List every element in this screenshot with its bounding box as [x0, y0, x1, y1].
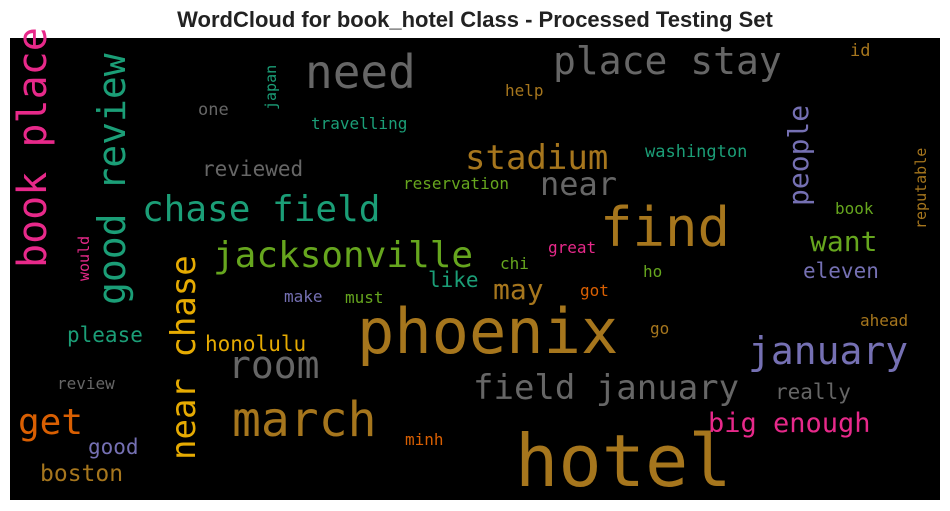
word: review: [57, 374, 115, 393]
word: travelling: [311, 114, 407, 133]
word: january: [748, 329, 908, 373]
word: place stay: [553, 39, 782, 83]
word: reviewed: [202, 157, 303, 181]
word: jacksonville: [213, 235, 473, 276]
word: need: [305, 45, 416, 99]
word: good: [88, 435, 139, 459]
word: great: [548, 238, 596, 257]
word: hotel: [515, 419, 732, 503]
word: book: [835, 199, 874, 218]
word: id: [850, 41, 870, 61]
word: phoenix: [357, 295, 618, 368]
word: really: [775, 380, 851, 404]
word: find: [600, 196, 730, 259]
word: want: [810, 225, 877, 258]
word: reservation: [403, 174, 509, 193]
word: good review: [90, 53, 134, 305]
word: field january: [473, 368, 739, 408]
word: help: [505, 81, 544, 100]
cloud-background: [10, 38, 940, 500]
word: minh: [405, 430, 444, 449]
chart-title: WordCloud for book_hotel Class - Process…: [177, 7, 773, 32]
word: big enough: [708, 408, 871, 439]
word: stadium: [465, 138, 608, 178]
word: got: [580, 281, 609, 300]
word: like: [428, 268, 479, 292]
word: chi: [500, 254, 529, 273]
word: please: [67, 323, 143, 347]
words: hotel phoenix find march need place stay chase…: [10, 27, 930, 503]
word: honolulu: [205, 332, 306, 356]
word: go: [650, 319, 669, 338]
word: eleven: [803, 259, 879, 283]
word: march: [232, 392, 377, 448]
word: reputable: [912, 148, 930, 229]
word: would: [75, 236, 93, 281]
word: ahead: [860, 311, 908, 330]
word: book place: [10, 27, 56, 268]
word: get: [18, 402, 83, 443]
word: japan: [262, 65, 280, 110]
word: near: [540, 165, 617, 203]
word: make: [284, 287, 323, 306]
word: room: [228, 343, 320, 387]
word: washington: [645, 142, 747, 162]
word: may: [493, 273, 544, 306]
word: near chase: [164, 255, 204, 460]
word: one: [198, 100, 229, 120]
word: people: [782, 105, 815, 206]
word: must: [345, 288, 384, 307]
word: chase field: [142, 189, 380, 230]
word: ho: [643, 262, 662, 281]
word: boston: [40, 461, 123, 487]
